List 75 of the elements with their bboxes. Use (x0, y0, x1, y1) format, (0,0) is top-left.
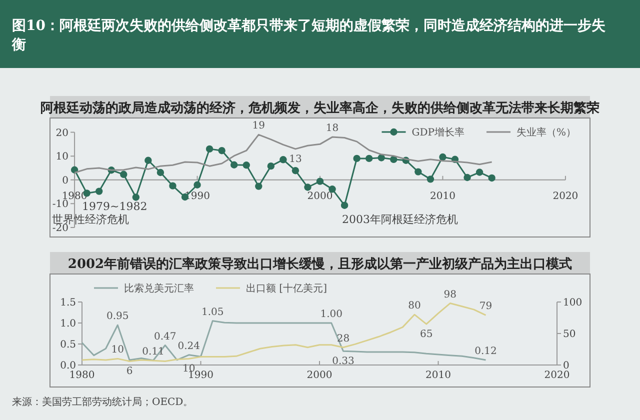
point (242, 162, 250, 169)
point (206, 145, 214, 153)
legend-label: 失业率（%） (516, 126, 576, 138)
y2-tick-label: 50 (563, 329, 576, 340)
data-label: 0.24 (178, 340, 200, 352)
data-label: 0.33 (332, 356, 354, 368)
point (328, 186, 336, 193)
point (340, 202, 348, 209)
point (194, 181, 201, 188)
point (316, 178, 324, 185)
y-tick-label: 0.5 (60, 340, 76, 350)
data-label: 79 (479, 301, 492, 312)
point (414, 168, 422, 176)
legend-label: 比索兑美元汇率 (124, 282, 194, 294)
legend-label: 出口额 [十亿美元] (246, 282, 328, 294)
y-tick-label: 1.5 (60, 298, 76, 308)
data-label: 1.00 (320, 309, 343, 320)
point (95, 188, 103, 195)
point (267, 162, 275, 170)
point (464, 174, 471, 182)
data-label: 0.47 (154, 331, 176, 342)
point (169, 182, 176, 190)
x-tick-label: 1980 (69, 370, 95, 381)
chart-title: 2002年前错误的汇率政策导致出口增长缓慢，且形成以第一产业初级产品为主出口模式 (68, 256, 572, 272)
x-tick-label: 2000 (307, 190, 333, 202)
chart-title: 图10：阿根廷两次失败的供给侧改革都只带来了短期的虚假繁荣，同时造成经济结构的进一步失衡 (12, 17, 606, 55)
point (476, 168, 484, 176)
data-label: 18 (326, 123, 339, 134)
data-label: 10 (111, 344, 124, 356)
point (230, 161, 238, 168)
point (488, 174, 496, 182)
data-label: 13 (289, 154, 302, 165)
data-label: 6 (126, 366, 133, 378)
y-tick-label: 20 (56, 128, 69, 139)
x-tick-label: 2010 (430, 190, 456, 202)
y-tick-label: 1.0 (60, 318, 76, 330)
point (353, 154, 360, 162)
y-tick-label: 10 (56, 152, 69, 163)
data-label: 65 (420, 329, 433, 340)
point (218, 147, 226, 154)
point (280, 156, 287, 164)
y-tick-label: 0.0 (60, 360, 76, 372)
data-label: 0.12 (474, 346, 497, 357)
x-tick-label: 2020 (544, 370, 570, 381)
source-note: 来源：美国劳工部劳动统计局；OECD。 (12, 396, 194, 408)
x-tick-label: 1990 (188, 370, 214, 381)
y-tick-label: 0 (62, 175, 69, 186)
point (132, 194, 140, 201)
x-tick-label: 2000 (306, 370, 332, 381)
point (292, 167, 300, 174)
point (378, 154, 385, 162)
point (439, 153, 446, 161)
x-tick-label: 2020 (552, 190, 578, 202)
annotation: 2003年阿根廷经济危机 (342, 213, 458, 226)
point (390, 156, 398, 164)
point (156, 168, 164, 176)
point (365, 154, 373, 162)
data-label: 1.05 (201, 306, 224, 318)
annotation: 1979~1982 (82, 200, 148, 213)
point (120, 170, 128, 178)
point (144, 156, 152, 164)
y-tick-label: -10 (52, 199, 69, 210)
data-label: 80 (408, 300, 421, 312)
y2-tick-label: 100 (563, 298, 582, 308)
x-tick-label: 2010 (426, 370, 451, 381)
y-tick-label: -20 (52, 222, 69, 234)
data-label: 19 (252, 120, 266, 132)
chart-subtitle: 阿根廷动荡的政局造成动荡的经济，危机频发，失业率高企，失败的供给侧改革无法带来长期繁荣 (40, 100, 600, 116)
data-label: 98 (444, 289, 456, 300)
point (426, 176, 434, 183)
data-label: 0.95 (106, 311, 129, 322)
y2-tick-label: 0 (563, 360, 570, 372)
point (304, 184, 312, 191)
legend-label: GDP增长率 (412, 126, 464, 138)
point (255, 182, 262, 190)
